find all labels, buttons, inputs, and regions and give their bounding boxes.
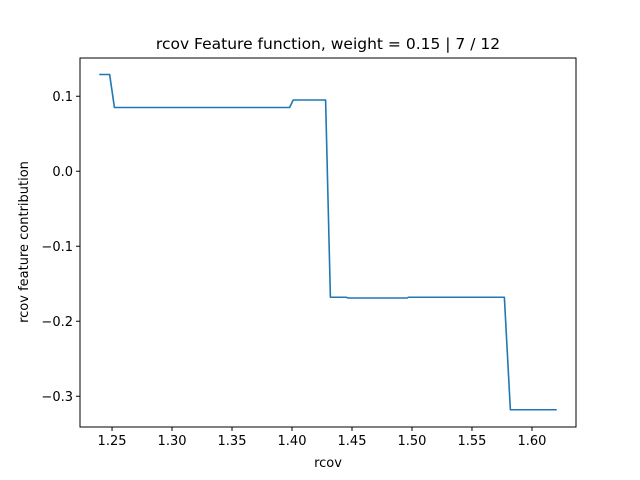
x-tick-label: 1.45 <box>338 434 367 449</box>
y-tick-label: −0.3 <box>41 390 73 405</box>
x-tick-label: 1.50 <box>398 434 427 449</box>
x-tick-label: 1.30 <box>158 434 187 449</box>
x-tick-label: 1.60 <box>517 434 546 449</box>
y-tick-label: −0.1 <box>41 240 73 255</box>
y-axis: 0.1 0.0 −0.1 −0.2 −0.3 <box>41 90 80 405</box>
x-axis-title: rcov <box>314 456 342 471</box>
x-tick-label: 1.25 <box>98 434 127 449</box>
plot-area <box>99 73 557 411</box>
y-axis-title: rcov feature contribution <box>17 161 32 323</box>
series-line <box>99 73 557 411</box>
plot-frame <box>79 57 577 428</box>
chart-title: rcov Feature function, weight = 0.15 | 7… <box>156 35 500 53</box>
x-tick-label: 1.35 <box>218 434 247 449</box>
y-tick-label: 0.1 <box>52 90 73 105</box>
y-tick-label: 0.0 <box>52 165 73 180</box>
y-tick-label: −0.2 <box>41 315 73 330</box>
x-tick-label: 1.40 <box>278 434 307 449</box>
x-tick-label: 1.55 <box>458 434 487 449</box>
x-axis: 1.25 1.30 1.35 1.40 1.45 1.50 1.55 1.60 <box>98 427 546 449</box>
